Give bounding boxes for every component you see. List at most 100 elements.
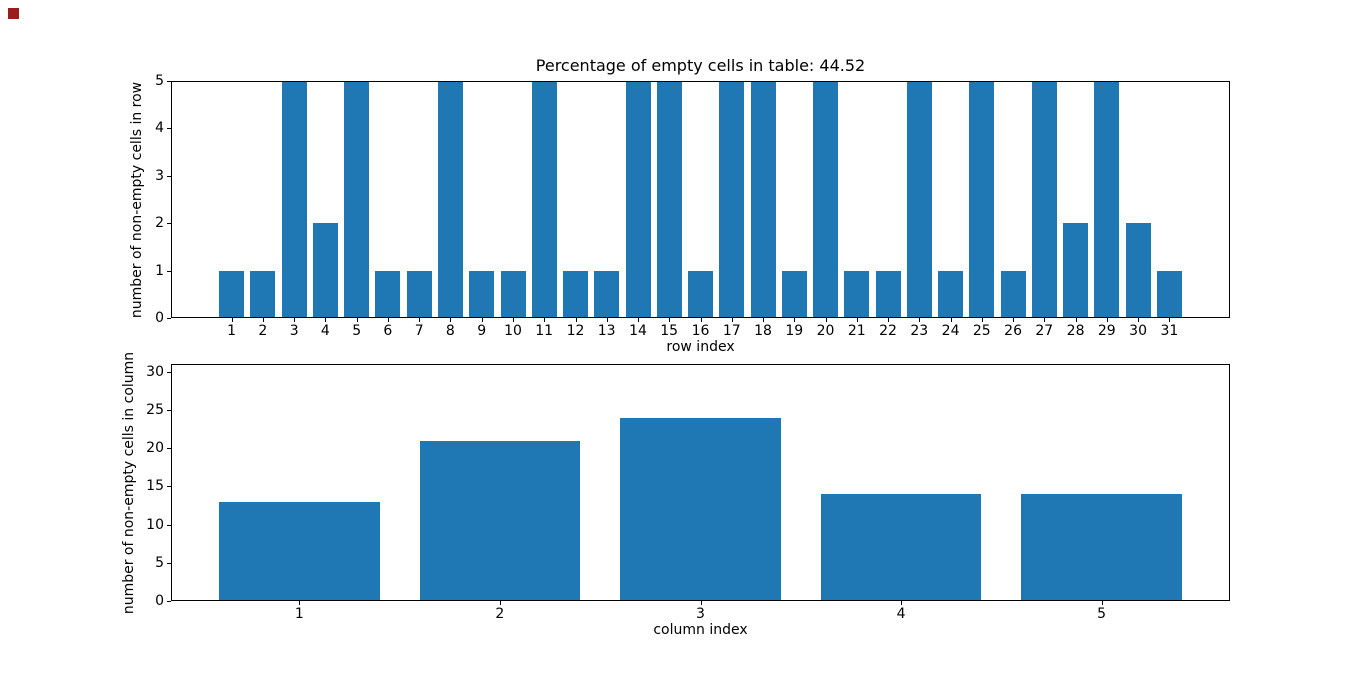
x-tick [299,601,301,605]
x-tick-label: 26 [1004,323,1023,339]
y-tick [167,175,171,177]
x-tick-label: 1 [294,606,304,622]
bar-x15 [656,81,682,318]
bar-x4 [312,223,338,318]
x-tick-label: 8 [445,323,455,339]
x-tick-label: 5 [352,323,362,339]
x-tick-label: 19 [785,323,804,339]
x-tick [481,318,483,322]
y-tick [167,409,171,411]
y-tick-label: 20 [146,440,164,457]
x-tick-label: 18 [754,323,772,339]
bar-x23 [906,81,932,318]
x-tick-label: 24 [941,323,960,339]
rows-x-axis-label: row index [666,339,735,355]
bar-x30 [1125,223,1151,318]
y-tick-label: 2 [155,215,164,232]
bar-x11 [531,81,557,318]
y-tick [167,223,171,225]
x-tick-label: 17 [722,323,741,339]
x-tick [856,318,858,322]
rows-y-axis-label: number of non-empty cells in row [129,81,145,319]
columns-y-axis-label: number of non-empty cells in column [121,351,137,615]
x-tick [499,601,501,605]
x-tick [387,318,389,322]
x-tick-label: 9 [477,323,487,339]
bar-x19 [781,270,807,318]
x-tick [700,601,702,605]
y-tick [167,270,171,272]
bar-x5 [344,81,370,318]
x-tick-label: 13 [597,323,616,339]
bar-x1 [219,270,245,318]
x-tick-label: 1 [227,323,237,339]
x-tick [325,318,327,322]
x-tick-label: 10 [504,323,522,339]
y-tick [167,562,171,564]
x-tick [888,318,889,322]
x-tick [294,318,296,322]
x-tick [950,318,952,322]
x-tick-label: 27 [1035,323,1054,339]
x-tick [544,318,546,322]
x-tick [1138,318,1140,322]
y-tick [167,601,171,602]
x-tick-label: 29 [1097,323,1116,339]
x-tick [1101,601,1103,605]
x-tick [1013,318,1015,322]
y-tick-label: 0 [155,310,164,326]
x-tick [231,318,233,322]
x-tick-label: 3 [696,606,705,622]
y-tick-label: 0 [155,593,164,609]
x-tick-label: 2 [258,323,268,339]
x-tick-label: 22 [879,323,897,339]
x-tick [262,318,264,322]
x-tick-label: 25 [972,323,991,339]
bar-x3 [281,81,307,318]
bar-x10 [500,270,526,318]
bar-x18 [750,81,776,318]
bar-x22 [875,270,901,318]
x-tick [825,318,827,322]
x-tick [919,318,921,322]
bar-x28 [1063,223,1089,318]
bar-x2 [419,440,581,601]
columns-chart-axes: 1 2 3 4 5 0 5 10 15 20 25 30 [146,364,1230,621]
x-tick-label: 14 [629,323,647,339]
bar-x17 [719,81,745,318]
x-tick-label: 4 [896,606,906,622]
y-tick-label: 1 [155,262,164,279]
x-tick-label: 21 [847,323,866,339]
bar-x7 [406,270,432,318]
y-tick [167,81,171,82]
bar-x24 [938,270,964,318]
bar-x25 [969,81,995,318]
x-tick-label: 5 [1097,606,1107,622]
x-tick [794,318,796,322]
x-tick [606,318,608,322]
x-tick [450,318,452,322]
x-tick [1169,318,1171,322]
chart-title: Percentage of empty cells in table: 44.5… [535,56,866,75]
x-tick [513,318,514,322]
x-tick-label: 23 [910,323,929,339]
bar-x9 [469,270,495,318]
x-tick [1075,318,1077,322]
bar-x13 [594,270,620,318]
x-tick-label: 6 [383,323,393,339]
y-tick-label: 30 [146,363,164,380]
x-tick-label: 28 [1066,323,1085,339]
bar-x3 [620,417,781,601]
x-tick-label: 20 [816,323,835,339]
bar-x16 [688,270,713,318]
x-tick [356,318,358,322]
bar-x5 [1021,494,1182,601]
x-tick [638,318,639,322]
x-tick [669,318,671,322]
bar-x14 [625,81,651,318]
bar-x31 [1156,270,1182,318]
y-tick [167,486,171,488]
x-tick-label: 16 [691,323,710,339]
y-tick-label: 25 [146,401,164,418]
